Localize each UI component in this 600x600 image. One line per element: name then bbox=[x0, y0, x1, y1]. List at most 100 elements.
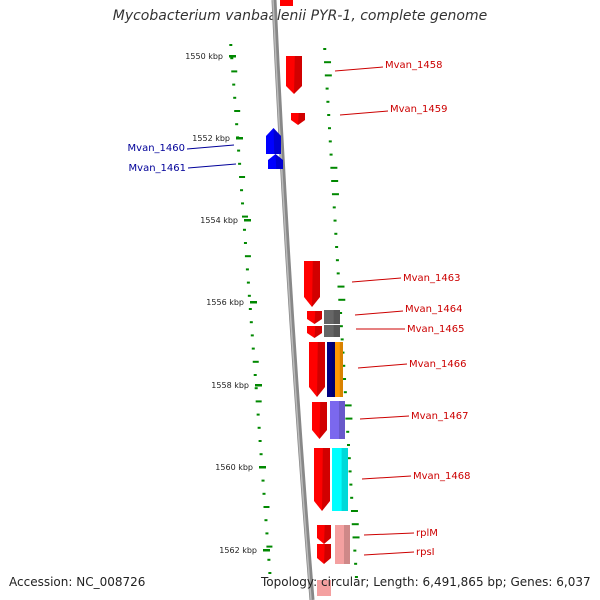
gene-mvan-1466-body bbox=[309, 342, 325, 397]
cog-block-rplm-rpsi bbox=[335, 525, 350, 564]
gc-dot-right bbox=[326, 100, 330, 103]
cog-block-mvan-1465 bbox=[324, 325, 340, 337]
gene-mvan-1463-shade bbox=[312, 261, 320, 307]
gene-mvan-1463 bbox=[304, 261, 320, 307]
cog-block-rplm-rpsi-body bbox=[335, 525, 350, 564]
gc-dot-right bbox=[332, 206, 336, 209]
gene-edge-top bbox=[280, 0, 293, 6]
gene-mvan-1458-body bbox=[286, 56, 302, 94]
gc-dot-right bbox=[342, 364, 346, 367]
cog-block-mvan-1466-a-shade bbox=[331, 342, 335, 397]
gc-dot-right bbox=[329, 153, 333, 156]
gene-mvan-1461-body bbox=[268, 154, 283, 169]
gc-dot-left bbox=[242, 228, 246, 231]
cog-block-mvan-1465-body bbox=[324, 325, 340, 337]
cog-block-mvan-1464-shade bbox=[333, 310, 340, 324]
gc-dot-left bbox=[246, 281, 250, 284]
gc-dot-left bbox=[241, 215, 248, 218]
gc-dot-right bbox=[334, 232, 338, 235]
gc-dot-left bbox=[233, 96, 237, 99]
gene-label-mvan-1464: Mvan_1464 bbox=[405, 304, 462, 315]
gc-dot-left bbox=[241, 202, 245, 205]
leader-line-mvan-1461 bbox=[187, 163, 237, 169]
gene-mvan-1463-body bbox=[304, 261, 320, 307]
gc-dot-left bbox=[268, 572, 272, 574]
gene-mvan-1465-body bbox=[307, 326, 322, 338]
gc-dot-left bbox=[247, 294, 251, 297]
gc-dot-left bbox=[266, 545, 273, 548]
gc-dot-left bbox=[239, 176, 246, 178]
tick-label: 1554 kbp bbox=[200, 216, 238, 225]
gene-rpsi bbox=[317, 544, 331, 564]
gc-dot-right bbox=[350, 496, 354, 499]
gene-mvan-1460-shade bbox=[273, 128, 281, 154]
gene-mvan-1465-shade bbox=[314, 326, 322, 338]
gene-mvan-1464 bbox=[307, 311, 322, 324]
gc-dot-left bbox=[238, 162, 242, 165]
leader-line-mvan-1458 bbox=[334, 66, 384, 72]
gene-mvan-1465 bbox=[307, 326, 322, 338]
gene-label-mvan-1466: Mvan_1466 bbox=[409, 359, 466, 370]
cog-block-rplm-rpsi-shade bbox=[344, 525, 350, 564]
topology-text: Topology: circular; Length: 6,491,865 bp… bbox=[261, 575, 591, 589]
cog-track bbox=[324, 310, 350, 564]
gc-dot-left bbox=[253, 374, 257, 376]
gene-mvan-1467-shade bbox=[319, 402, 327, 439]
gene-mvan-1460-body bbox=[266, 128, 281, 154]
cog-block-mvan-1464 bbox=[324, 310, 340, 324]
gc-dot-right bbox=[339, 312, 343, 314]
gc-dot-right bbox=[350, 510, 358, 512]
cog-block-mvan-1468-shade bbox=[341, 448, 348, 511]
tick-mark bbox=[229, 55, 236, 58]
gene-mvan-1461 bbox=[268, 154, 283, 169]
gc-dot-right bbox=[351, 523, 359, 526]
gc-dot-right bbox=[354, 576, 358, 578]
cog-block-mvan-1466-b-shade bbox=[339, 342, 343, 397]
tick-mark bbox=[244, 219, 251, 222]
gene-label-mvan-1461: Mvan_1461 bbox=[129, 163, 186, 174]
gc-dot-left bbox=[231, 70, 238, 73]
gc-dot-left bbox=[258, 440, 262, 442]
gc-dot-right bbox=[352, 536, 360, 539]
tick-label: 1552 kbp bbox=[192, 134, 230, 143]
tick-mark bbox=[250, 301, 257, 304]
leader-line-mvan-1468 bbox=[361, 475, 412, 480]
gene-label-mvan-1467: Mvan_1467 bbox=[411, 411, 468, 422]
gc-dot-right bbox=[325, 87, 329, 90]
tick-mark bbox=[236, 137, 243, 140]
gc-dot-left bbox=[255, 400, 262, 403]
backbone-line bbox=[271, 0, 315, 600]
gc-dot-left bbox=[243, 242, 247, 244]
gc-dot-right bbox=[335, 246, 339, 248]
gc-dot-left bbox=[235, 123, 239, 126]
gc-dot-right bbox=[338, 298, 346, 301]
gc-dot-left bbox=[262, 492, 266, 495]
backbone-highlight bbox=[272, 0, 312, 600]
gc-dot-right bbox=[336, 272, 340, 275]
cog-block-mvan-1465-shade bbox=[333, 325, 340, 337]
genome-backbone bbox=[271, 0, 315, 600]
gc-dot-left bbox=[265, 532, 269, 535]
cog-block-mvan-1468-body bbox=[332, 448, 348, 511]
gc-dot-right bbox=[337, 285, 345, 288]
gc-dot-left bbox=[232, 83, 236, 86]
gc-dot-right bbox=[343, 391, 347, 394]
gene-rplm-body bbox=[317, 525, 331, 544]
gene-mvan-1464-shade bbox=[314, 311, 322, 324]
gc-dot-right bbox=[323, 48, 327, 50]
gc-dot-right bbox=[331, 180, 339, 182]
gene-mvan-1461-shade bbox=[275, 154, 283, 169]
gc-dot-left bbox=[261, 479, 265, 482]
gene-label-rplm: rplM bbox=[416, 528, 438, 539]
gc-dot-right bbox=[327, 127, 331, 130]
gene-mvan-1468-body bbox=[314, 448, 330, 511]
leader-line-mvan-1467 bbox=[359, 415, 410, 420]
gc-dot-right bbox=[345, 417, 353, 420]
leader-line-mvan-1459 bbox=[339, 110, 389, 116]
gene-mvan-1467 bbox=[312, 402, 327, 439]
gene-mvan-1459-body bbox=[291, 113, 305, 125]
tick-mark bbox=[263, 549, 270, 552]
gc-dot-right bbox=[327, 114, 331, 116]
tick-mark bbox=[255, 384, 262, 387]
